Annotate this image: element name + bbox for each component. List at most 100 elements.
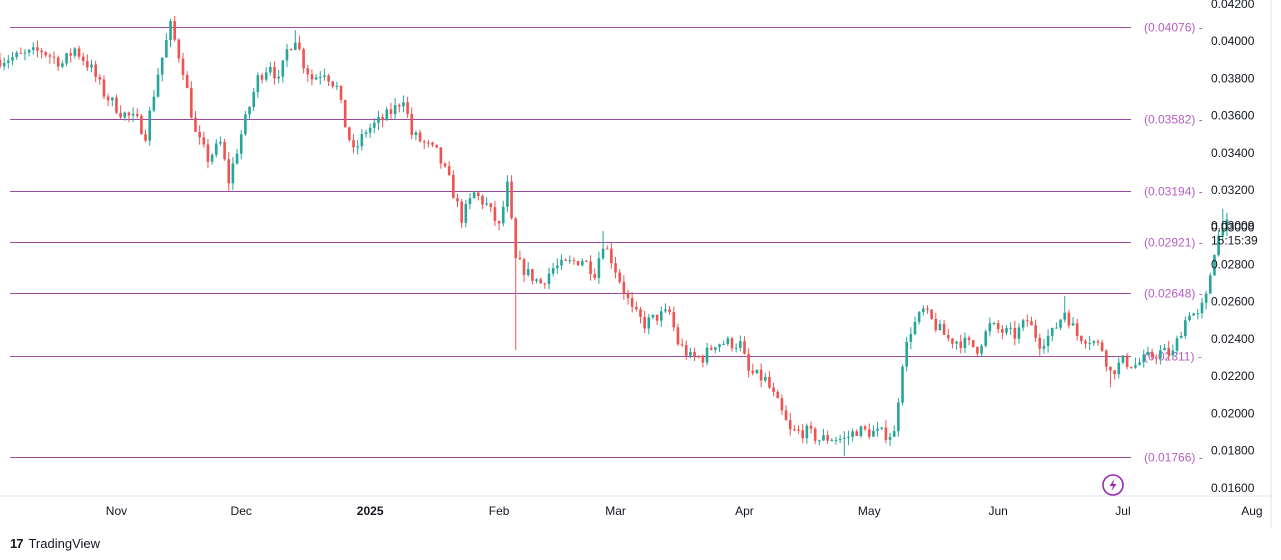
tradingview-brand[interactable]: 17 TradingView	[10, 534, 100, 552]
candle-body-74	[348, 127, 351, 141]
candle-body-168	[739, 341, 742, 348]
candle-body-71	[335, 85, 339, 87]
candle-body-245	[1059, 319, 1062, 328]
time-label-1: Dec	[231, 504, 252, 518]
candle-body-51	[252, 92, 256, 108]
candle-body-155	[684, 344, 688, 356]
candle-body-269	[1159, 350, 1162, 359]
candle-body-149	[659, 311, 663, 321]
candle-body-12	[90, 64, 93, 68]
candle-body-164	[722, 343, 725, 345]
candle-body-9	[77, 48, 81, 57]
candle-body-167	[734, 347, 738, 349]
candle-body-171	[751, 370, 755, 374]
candle-body-192	[838, 438, 842, 440]
lightning-badge[interactable]	[1102, 474, 1124, 496]
candle-body-32	[173, 21, 176, 40]
candle-body-152	[672, 312, 676, 328]
candle-body-270	[1163, 348, 1166, 351]
time-label-9: Aug	[1241, 504, 1262, 518]
candle-body-30	[165, 40, 168, 58]
candle-body-238	[1030, 321, 1033, 326]
candle-body-89	[410, 113, 414, 136]
candle-body-40	[206, 144, 210, 162]
candle-body-126	[564, 259, 567, 261]
candle-body-222	[963, 337, 967, 348]
candle-body-24	[140, 115, 143, 135]
candle-body-94	[431, 142, 434, 145]
price-tick-0: 0.04200	[1211, 0, 1255, 11]
candle-body-45	[227, 159, 231, 184]
candle-body-39	[202, 137, 206, 145]
candle-body-153	[676, 327, 680, 345]
candle-body-207	[901, 366, 904, 403]
candle-body-138	[614, 263, 617, 273]
tradingview-name: TradingView	[28, 535, 101, 551]
candle-body-163	[718, 344, 721, 348]
candle-body-136	[605, 248, 609, 250]
candle-body-200	[872, 430, 875, 437]
candle-body-233	[1009, 327, 1012, 329]
time-axis[interactable]: Nov Dec 2025 Feb Mar Apr May Jun Jul Aug	[106, 504, 1263, 518]
candle-body-105	[476, 192, 480, 197]
candle-body-95	[435, 144, 439, 148]
price-axis[interactable]: 0.04200 0.04000 0.03800 0.03600 0.03400 0.032…	[1211, 0, 1258, 495]
candle-body-193	[842, 437, 846, 439]
current-price-label: 0.03009	[1211, 219, 1255, 233]
candle-body-134	[597, 258, 601, 278]
time-label-2: 2025	[357, 504, 384, 518]
candle-body-244	[1055, 327, 1058, 329]
level-label-6: (0.01766) -	[1144, 451, 1203, 465]
candle-body-23	[135, 113, 139, 116]
candle-body-175	[768, 376, 771, 388]
candle-body-151	[668, 309, 671, 313]
candle-body-85	[393, 105, 397, 114]
candle-body-35	[185, 74, 189, 89]
candle-body-13	[94, 64, 97, 77]
candle-body-250	[1080, 335, 1083, 342]
candle-body-267	[1150, 351, 1154, 358]
candle-body-148	[655, 314, 659, 321]
chart-background	[0, 0, 1281, 528]
candle-body-221	[959, 341, 963, 348]
candle-body-220	[955, 341, 958, 344]
candle-body-259	[1117, 362, 1121, 375]
candle-body-262	[1129, 366, 1133, 368]
candle-body-229	[992, 323, 996, 325]
candle-body-275	[1184, 320, 1187, 336]
candle-body-25	[144, 134, 147, 141]
level-label-4: (0.02648) -	[1144, 287, 1203, 301]
candle-body-91	[418, 132, 422, 142]
candle-body-242	[1046, 335, 1050, 346]
candle-body-203	[884, 427, 888, 440]
candle-body-281	[1208, 275, 1212, 294]
candle-body-80	[373, 122, 376, 128]
candle-body-227	[984, 331, 988, 346]
candle-body--9	[2, 62, 6, 67]
candle-body-273	[1175, 338, 1179, 351]
candle-body-265	[1142, 354, 1146, 363]
candle-body-88	[406, 102, 409, 114]
candle-body-180	[788, 420, 792, 430]
candlestick-chart[interactable]: (0.04076) - (0.03582) - (0.03194) - (0.0292…	[0, 0, 1281, 528]
candle-body-187	[818, 440, 821, 442]
candle-body-212	[922, 308, 925, 313]
candle-body-47	[235, 153, 239, 164]
candle-body-150	[664, 309, 667, 312]
candle-body-97	[443, 163, 447, 167]
candle-body-261	[1125, 355, 1129, 367]
candle-body-228	[988, 323, 992, 332]
candle-body-67	[318, 76, 322, 78]
candle-body-119	[535, 279, 538, 281]
candle-body-79	[368, 127, 372, 133]
candle-body-49	[244, 114, 247, 135]
candle-body-52	[256, 75, 260, 93]
candle-body-103	[468, 198, 472, 205]
candle-body-132	[589, 261, 592, 275]
candle-body-131	[585, 260, 588, 262]
candle-body-282	[1213, 255, 1216, 276]
candle-body-20	[123, 112, 127, 118]
candle-body--7	[11, 57, 14, 61]
candle-body-109	[493, 207, 497, 222]
